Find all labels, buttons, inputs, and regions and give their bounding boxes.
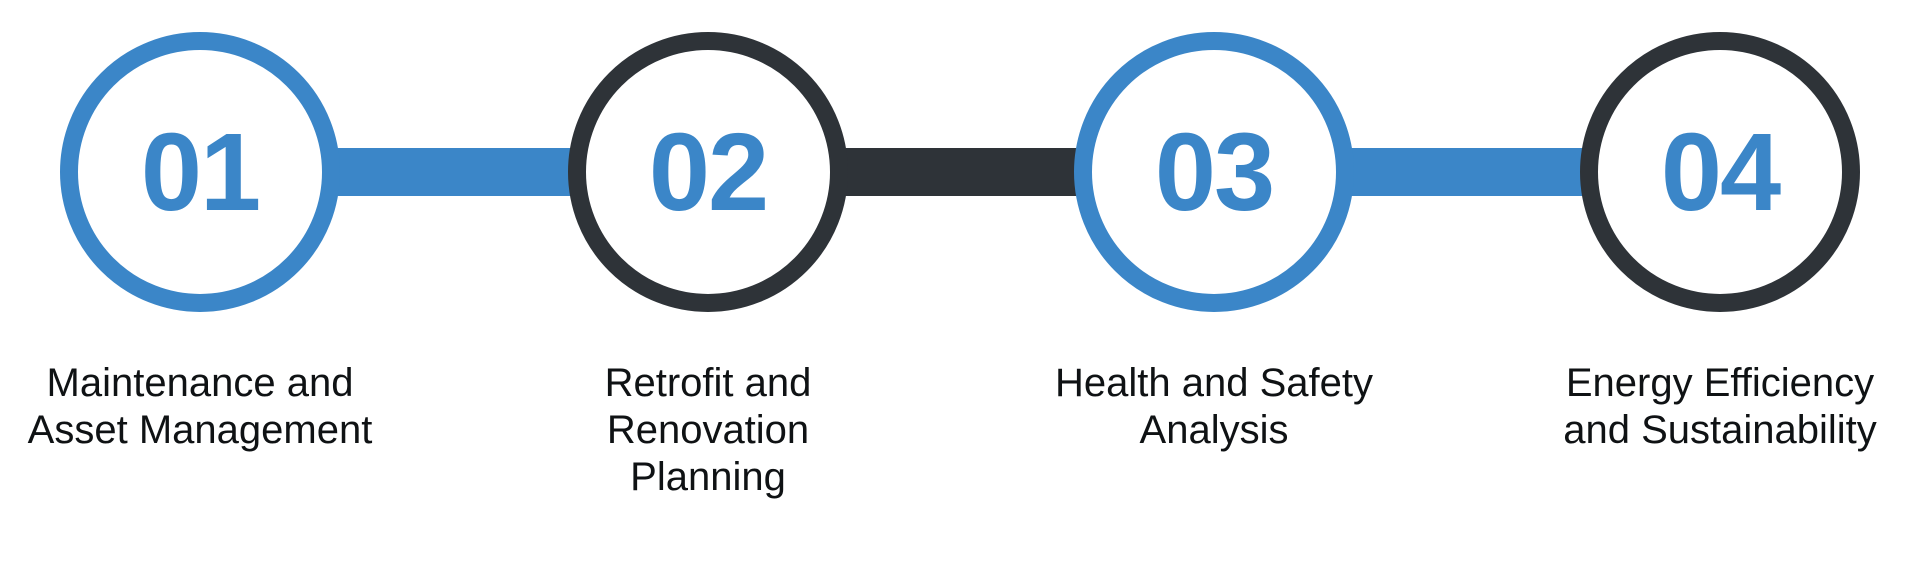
step-circle-2: 02: [568, 32, 848, 312]
step-number-3: 03: [1155, 109, 1273, 236]
step-label-4: Energy Efficiency and Sustainability: [1540, 360, 1900, 454]
step-number-2: 02: [649, 109, 767, 236]
step-circle-3: 03: [1074, 32, 1354, 312]
step-label-3: Health and Safety Analysis: [1034, 360, 1394, 454]
step-label-2: Retrofit and Renovation Planning: [528, 360, 888, 502]
step-circle-4: 04: [1580, 32, 1860, 312]
step-circle-1: 01: [60, 32, 340, 312]
step-label-1: Maintenance and Asset Management: [20, 360, 380, 454]
step-number-1: 01: [141, 109, 259, 236]
step-number-4: 04: [1661, 109, 1779, 236]
process-infographic: 01 Maintenance and Asset Management 02 Retr…: [0, 0, 1920, 571]
